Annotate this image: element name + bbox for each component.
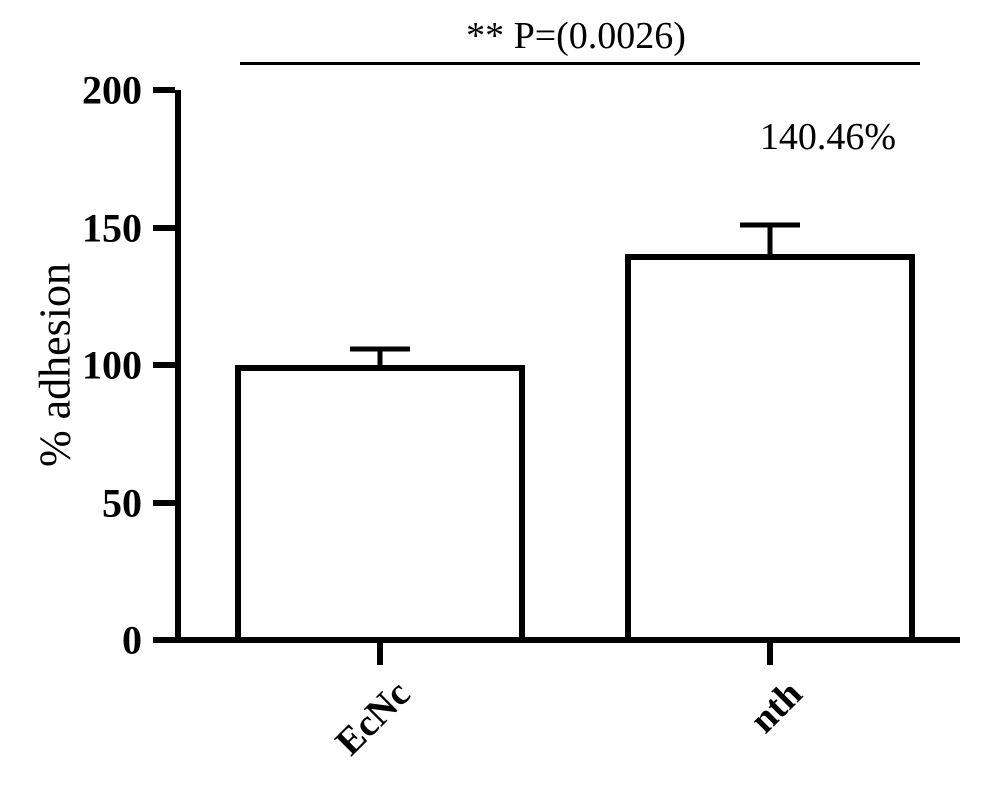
bar-nth <box>625 254 915 643</box>
y-tick-label: 50 <box>2 479 142 526</box>
y-tick-label: 0 <box>2 617 142 664</box>
significance-line <box>240 62 920 65</box>
y-tick-label: 200 <box>2 67 142 114</box>
y-axis-line <box>175 90 181 640</box>
y-tick <box>153 87 175 93</box>
significance-text: ** P=(0.0026) <box>466 14 686 58</box>
x-tick <box>767 643 773 665</box>
y-tick-label: 100 <box>2 342 142 389</box>
error-bar-cap <box>740 222 800 227</box>
bar-chart: ** P=(0.0026) 140.46% % adhesion 0 50 10… <box>0 0 1000 749</box>
error-bar-cap <box>350 346 410 351</box>
x-tick-label: EcNc <box>303 672 419 788</box>
y-tick <box>153 225 175 231</box>
error-bar-stem <box>768 225 773 254</box>
y-tick <box>153 637 175 643</box>
bar-value-label: 140.46% <box>760 115 896 159</box>
bar-ecnc <box>235 365 525 643</box>
y-tick <box>153 500 175 506</box>
y-tick <box>153 362 175 368</box>
y-tick-label: 150 <box>2 204 142 251</box>
x-tick <box>377 643 383 665</box>
x-tick-label: nth <box>723 672 811 760</box>
